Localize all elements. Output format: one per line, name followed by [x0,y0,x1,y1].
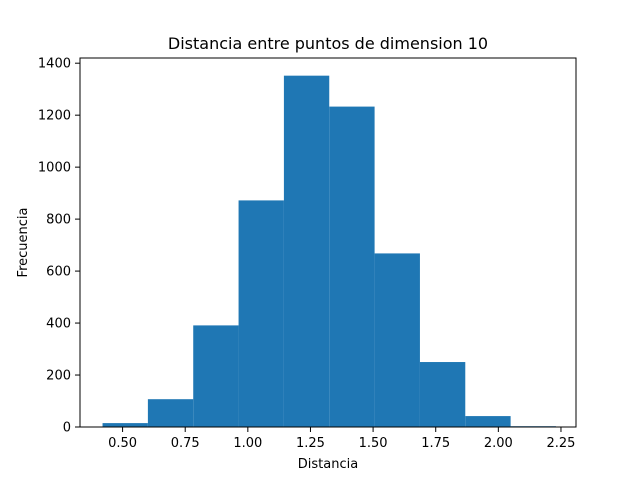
chart-title: Distancia entre puntos de dimension 10 [168,34,488,53]
y-tick-label: 600 [46,265,71,280]
x-tick-label: 1.75 [421,436,450,451]
histogram-bar [283,75,330,428]
y-tick-label: 1000 [38,161,71,176]
plot-frame [79,57,577,428]
y-tick-label: 800 [46,213,71,228]
histogram-bar [193,325,239,427]
x-tick-label: 2.00 [484,436,513,451]
x-tick-label: 1.50 [359,436,388,451]
histogram-bar [329,106,375,427]
x-tick-label: 2.25 [546,436,575,451]
x-tick-label: 0.75 [171,436,200,451]
x-tick-label: 1.00 [233,436,262,451]
y-axis-ticks: 0 200 400 600 800 1000 1200 1400 [38,57,80,436]
y-tick-label: 200 [46,369,71,384]
histogram-bar [147,399,194,427]
y-tick-label: 1400 [38,57,71,72]
x-tick-label: 0.50 [108,436,137,451]
y-axis-label: Frecuencia [16,208,31,278]
histogram-bar [374,253,420,427]
x-tick-label: 1.25 [296,436,325,451]
y-tick-label: 400 [46,317,71,332]
histogram-bar [238,200,284,427]
histogram-bar [465,416,511,427]
x-axis-ticks: 0.50 0.75 1.00 1.25 1.50 1.75 2.00 2.25 [108,427,575,451]
y-tick-label: 0 [63,421,71,436]
histogram-bar [102,423,148,427]
y-tick-label: 1200 [38,109,71,124]
x-axis-label: Distancia [298,457,358,472]
histogram-bars [102,75,556,428]
histogram-bar [419,362,466,427]
